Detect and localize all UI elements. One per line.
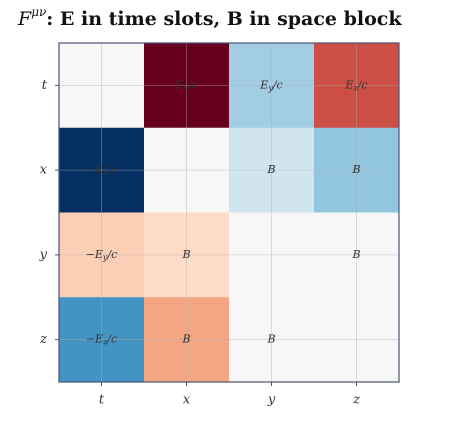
x-tick-label: z <box>352 393 360 408</box>
plot-frame <box>58 42 400 383</box>
annotation-text: /c <box>357 78 368 91</box>
annotation-text: E <box>344 78 353 91</box>
cell-annotation: −Ey/c <box>86 248 118 262</box>
annotation-subscript: z <box>102 338 108 347</box>
x-tick-label: t <box>99 393 105 408</box>
annotation-text: B <box>351 248 360 261</box>
cell-annotation: B <box>351 248 360 261</box>
annotation-text: B <box>181 333 190 346</box>
y-tick-label: y <box>39 247 48 262</box>
annotation-text: /c <box>272 78 283 91</box>
title-base: F <box>17 8 32 30</box>
cell-annotation: Ez/c <box>344 78 367 92</box>
cell-annotation: B <box>266 163 275 176</box>
cell-annotation: −Ez/c <box>86 333 117 347</box>
y-tick-label: x <box>40 163 48 178</box>
cell-annotation: B <box>181 333 190 346</box>
annotation-text: /c <box>187 78 198 91</box>
annotation-text: B <box>351 163 360 176</box>
annotation-text: −E <box>86 333 103 346</box>
annotation-subscript: z <box>352 83 358 92</box>
x-tick-label: x <box>183 393 191 408</box>
annotation-text: B <box>266 163 275 176</box>
chart-title: Fμν: E in time slots, B in space block <box>17 5 402 31</box>
annotation-subscript: y <box>267 83 273 92</box>
annotation-subscript: y <box>102 253 108 262</box>
cell-annotation: −Ex/c <box>86 163 118 177</box>
cell-annotation: Ex/c <box>174 78 197 92</box>
annotation-subscript: x <box>183 83 188 92</box>
annotation-text: E <box>174 78 183 91</box>
annotation-text: −E <box>86 163 103 176</box>
cell-annotation: Ey/c <box>259 78 282 92</box>
annotation-text: /c <box>106 248 117 261</box>
y-tick-label: z <box>39 332 47 347</box>
annotation-text: /c <box>106 163 117 176</box>
annotation-text: B <box>181 248 190 261</box>
annotation-text: /c <box>106 333 117 346</box>
annotation-subscript: x <box>103 168 108 177</box>
title-superscript: μν <box>31 5 46 19</box>
x-tick-label: y <box>267 393 276 408</box>
cell-annotation: B <box>266 333 275 346</box>
annotation-text: −E <box>86 248 103 261</box>
title-rest: : E in time slots, B in space block <box>46 8 402 30</box>
annotation-text: B <box>266 333 275 346</box>
cell-annotation: B <box>181 248 190 261</box>
y-tick-label: t <box>42 78 48 93</box>
annotation-text: E <box>259 78 268 91</box>
cell-annotation: B <box>351 163 360 176</box>
